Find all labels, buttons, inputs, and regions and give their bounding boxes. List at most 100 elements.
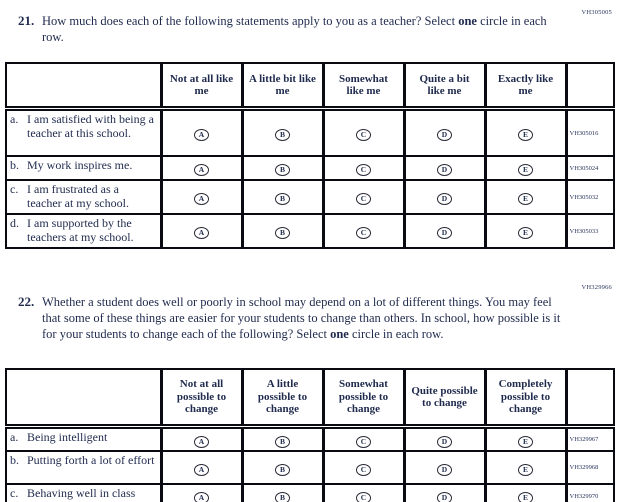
option-circle-b[interactable]: B — [275, 164, 290, 176]
q22-prompt-before: Whether a student does well or poorly in… — [42, 295, 561, 341]
q21-d-cell-2: B — [240, 213, 325, 249]
q22-header-row: Not at all possible to change A little p… — [5, 368, 615, 429]
option-circle-a[interactable]: A — [194, 129, 209, 141]
q22-header-empty — [5, 368, 162, 429]
option-circle-e[interactable]: E — [518, 193, 533, 205]
q21-c-cell-5: E — [483, 179, 568, 215]
q22-a-cell-5: E — [483, 425, 568, 452]
q22-header-col-4: Quite possible to change — [402, 368, 487, 429]
q22-b-cell-5: E — [483, 450, 568, 485]
q21-header-empty — [5, 62, 162, 111]
q21-a-cell-3: C — [321, 107, 406, 157]
option-circle-b[interactable]: B — [275, 129, 290, 141]
q22-header-code-col — [565, 368, 615, 429]
option-circle-c[interactable]: C — [356, 463, 371, 476]
q21-prompt-after: circle in each row. — [42, 14, 547, 44]
q21-d-cell-1: A — [159, 213, 244, 249]
q21-b-cell-2: B — [240, 155, 325, 181]
option-circle-b[interactable]: B — [275, 492, 290, 502]
q22-a-cell-3: C — [321, 425, 406, 452]
q21-b-cell-4: D — [402, 155, 487, 181]
row-label: I am supported by the teachers at my sch… — [27, 216, 134, 244]
q22-row-a-statement: a. Being intelligent — [5, 425, 162, 452]
q21-prompt-before: How much does each of the following stat… — [42, 14, 459, 28]
option-circle-e[interactable]: E — [518, 164, 533, 176]
q21-a-cell-4: D — [402, 107, 487, 157]
question-22: 22. Whether a student does well or poorl… — [18, 294, 566, 342]
table-row: a. I am satisfied with being a teacher at… — [5, 107, 615, 157]
option-circle-a[interactable]: A — [194, 227, 209, 239]
q22-row-b-statement: b. Putting forth a lot of effort — [5, 450, 162, 485]
option-circle-c[interactable]: C — [356, 492, 371, 502]
row-code: VH305024 — [565, 155, 615, 181]
option-circle-d[interactable]: D — [437, 492, 452, 502]
option-circle-c[interactable]: C — [356, 435, 371, 448]
row-code: VH305033 — [565, 213, 615, 249]
q21-a-cell-2: B — [240, 107, 325, 157]
q22-c-cell-3: C — [321, 483, 406, 502]
option-circle-c[interactable]: C — [356, 193, 371, 205]
option-circle-b[interactable]: B — [275, 463, 290, 476]
row-letter: b. — [10, 453, 19, 467]
q21-b-cell-5: E — [483, 155, 568, 181]
option-circle-d[interactable]: D — [437, 435, 452, 448]
option-circle-d[interactable]: D — [437, 227, 452, 239]
option-circle-e[interactable]: E — [518, 435, 533, 448]
table-row: d. I am supported by the teachers at my s… — [5, 213, 615, 249]
q21-c-cell-4: D — [402, 179, 487, 215]
option-circle-d[interactable]: D — [437, 193, 452, 205]
row-code: VH329968 — [565, 450, 615, 485]
option-circle-b[interactable]: B — [275, 227, 290, 239]
row-label: Behaving well in class — [27, 486, 136, 500]
option-circle-a[interactable]: A — [194, 164, 209, 176]
q21-c-cell-3: C — [321, 179, 406, 215]
q22-a-cell-2: B — [240, 425, 325, 452]
option-circle-d[interactable]: D — [437, 129, 452, 141]
option-circle-c[interactable]: C — [356, 227, 371, 239]
q22-b-cell-3: C — [321, 450, 406, 485]
q22-b-cell-4: D — [402, 450, 487, 485]
row-code: VH305032 — [565, 179, 615, 215]
q22-header-col-5: Completely possible to change — [483, 368, 568, 429]
option-circle-b[interactable]: B — [275, 193, 290, 205]
q21-b-cell-1: A — [159, 155, 244, 181]
option-circle-c[interactable]: C — [356, 164, 371, 176]
question-22-number: 22. — [18, 294, 35, 309]
option-circle-d[interactable]: D — [437, 164, 452, 176]
q22-b-cell-1: A — [159, 450, 244, 485]
option-circle-e[interactable]: E — [518, 129, 533, 141]
row-letter: c. — [10, 486, 19, 500]
q22-header-col-3: Somewhat possible to change — [321, 368, 406, 429]
row-label: My work inspires me. — [27, 158, 133, 172]
row-label: I am frustrated as a teacher at my schoo… — [27, 182, 129, 210]
q21-c-cell-1: A — [159, 179, 244, 215]
option-circle-e[interactable]: E — [518, 227, 533, 239]
option-circle-b[interactable]: B — [275, 435, 290, 448]
q21-header-row: Not at all like me A little bit like me … — [5, 62, 615, 111]
option-circle-c[interactable]: C — [356, 129, 371, 141]
option-circle-a[interactable]: A — [194, 492, 209, 502]
table-row: b. My work inspires me. A B C D E VH30502… — [5, 155, 615, 181]
row-label: Being intelligent — [27, 430, 108, 444]
option-circle-e[interactable]: E — [518, 463, 533, 476]
table-row: b. Putting forth a lot of effort A B C D … — [5, 450, 615, 485]
option-circle-a[interactable]: A — [194, 463, 209, 476]
q22-c-cell-5: E — [483, 483, 568, 502]
table-row: c. Behaving well in class A B C D E VH329… — [5, 483, 615, 502]
q22-form-code: VH329966 — [581, 284, 612, 291]
q21-row-a-statement: a. I am satisfied with being a teacher at… — [5, 107, 162, 157]
q21-d-cell-3: C — [321, 213, 406, 249]
row-letter: d. — [10, 216, 19, 230]
option-circle-a[interactable]: A — [194, 435, 209, 448]
row-letter: a. — [10, 430, 19, 444]
q21-form-code: VH305005 — [581, 9, 612, 16]
row-letter: a. — [10, 112, 19, 126]
q21-header-col-5: Exactly like me — [483, 62, 568, 111]
q21-b-cell-3: C — [321, 155, 406, 181]
q22-a-cell-1: A — [159, 425, 244, 452]
option-circle-e[interactable]: E — [518, 492, 533, 502]
option-circle-a[interactable]: A — [194, 193, 209, 205]
table-row: a. Being intelligent A B C D E VH329967 — [5, 425, 615, 452]
option-circle-d[interactable]: D — [437, 463, 452, 476]
q21-table: Not at all like me A little bit like me … — [5, 62, 615, 249]
